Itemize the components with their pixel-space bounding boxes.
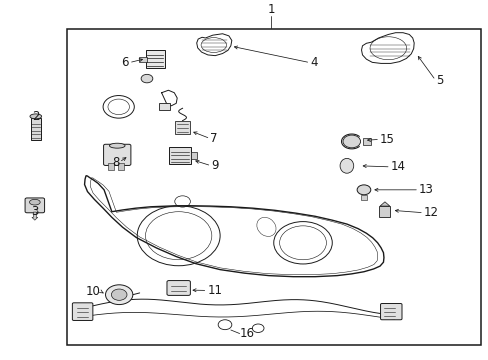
Bar (31, 118, 41, 140)
Text: 15: 15 (379, 133, 394, 146)
Text: 6: 6 (121, 56, 129, 69)
Text: 14: 14 (390, 160, 405, 174)
Text: 11: 11 (207, 284, 222, 297)
Text: 5: 5 (435, 74, 442, 87)
Polygon shape (378, 206, 389, 217)
Text: 4: 4 (310, 56, 317, 69)
Bar (146, 50, 164, 68)
Text: 13: 13 (418, 183, 433, 196)
Bar (108, 163, 114, 170)
FancyArrow shape (32, 212, 38, 220)
FancyBboxPatch shape (72, 303, 93, 320)
Text: 3: 3 (31, 205, 39, 219)
Bar (66, 29, 480, 345)
Circle shape (111, 289, 127, 300)
Ellipse shape (109, 143, 125, 148)
Text: 9: 9 (211, 159, 219, 172)
Bar (168, 147, 190, 165)
FancyBboxPatch shape (103, 144, 131, 166)
FancyBboxPatch shape (166, 280, 190, 296)
Text: 12: 12 (423, 206, 438, 219)
Circle shape (342, 135, 360, 148)
Text: 1: 1 (267, 3, 275, 16)
Text: 8: 8 (112, 156, 119, 169)
Text: 7: 7 (210, 132, 218, 145)
Bar (190, 152, 196, 159)
Text: 10: 10 (85, 285, 101, 298)
Bar (362, 138, 370, 145)
Bar (118, 163, 123, 170)
Bar (360, 195, 366, 200)
Ellipse shape (339, 158, 353, 173)
Circle shape (141, 75, 153, 83)
Text: 2: 2 (32, 111, 40, 123)
Polygon shape (379, 202, 389, 206)
FancyBboxPatch shape (380, 303, 401, 320)
Circle shape (105, 285, 133, 305)
FancyBboxPatch shape (25, 198, 44, 213)
Ellipse shape (30, 114, 41, 119)
Bar (139, 57, 147, 62)
Text: 16: 16 (239, 327, 254, 340)
Bar (175, 121, 189, 134)
Bar (159, 103, 169, 111)
Ellipse shape (29, 199, 40, 205)
Circle shape (356, 185, 370, 195)
